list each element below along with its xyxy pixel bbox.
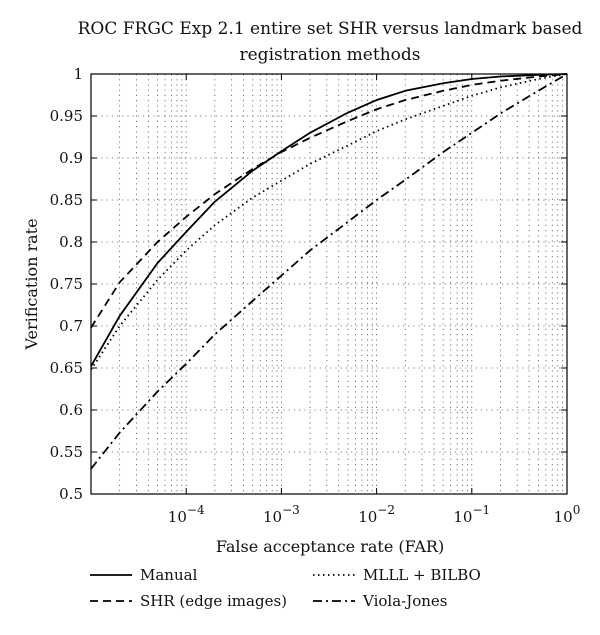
chart-title-line-2: registration methods <box>240 45 421 65</box>
series-layer <box>90 73 568 470</box>
y-tick-label: 0.8 <box>59 233 83 251</box>
x-tick-label: 10−1 <box>453 503 490 526</box>
legend-label: Viola-Jones <box>362 592 448 610</box>
x-axis-label: False acceptance rate (FAR) <box>216 537 444 556</box>
legend-label: SHR (edge images) <box>140 592 287 610</box>
legend-item: Manual <box>90 566 198 584</box>
y-tick-label: 0.95 <box>50 107 83 125</box>
y-tick-label: 0.75 <box>50 275 83 293</box>
y-tick-label: 0.5 <box>59 485 83 503</box>
x-tick-label: 100 <box>554 503 581 526</box>
chart-title-line-1: ROC FRGC Exp 2.1 entire set SHR versus l… <box>78 19 583 39</box>
legend-item: Viola-Jones <box>313 592 448 610</box>
chart-title: ROC FRGC Exp 2.1 entire set SHR versus l… <box>78 19 583 65</box>
plot-frame <box>90 73 568 495</box>
y-tick-label: 0.65 <box>50 359 83 377</box>
grid-lines <box>91 74 567 494</box>
legend-label: Manual <box>140 566 198 584</box>
series-line-manual <box>90 73 568 367</box>
legend-label: MLLL + BILBO <box>363 566 481 584</box>
tick-marks <box>91 73 568 495</box>
y-tick-label: 0.9 <box>59 149 83 167</box>
y-tick-label: 0.7 <box>59 317 83 335</box>
legend-item: MLLL + BILBO <box>313 566 481 584</box>
y-axis-label: Verification rate <box>22 218 41 350</box>
series-line-viola-jones <box>90 73 568 470</box>
x-tick-label: 10−4 <box>168 503 205 526</box>
x-tick-label: 10−3 <box>263 503 300 526</box>
x-tick-label: 10−2 <box>358 503 395 526</box>
y-tick-label: 0.85 <box>50 191 83 209</box>
series-line-mlll-bilbo <box>90 73 568 371</box>
series-line-shr-edge-images- <box>90 73 568 329</box>
y-tick-label: 0.6 <box>59 401 83 419</box>
x-tick-labels: 10−4 10−3 10−2 10−1 100 <box>168 503 581 526</box>
legend-item: SHR (edge images) <box>90 592 287 610</box>
y-tick-label: 1 <box>73 65 83 83</box>
legend: Manual SHR (edge images) MLLL + BILBO Viola… <box>90 566 481 610</box>
y-tick-label: 0.55 <box>50 443 83 461</box>
y-tick-labels: 0.5 0.55 0.6 0.65 0.7 0.75 0.8 0.85 0.9 0.95 1 <box>50 65 83 503</box>
